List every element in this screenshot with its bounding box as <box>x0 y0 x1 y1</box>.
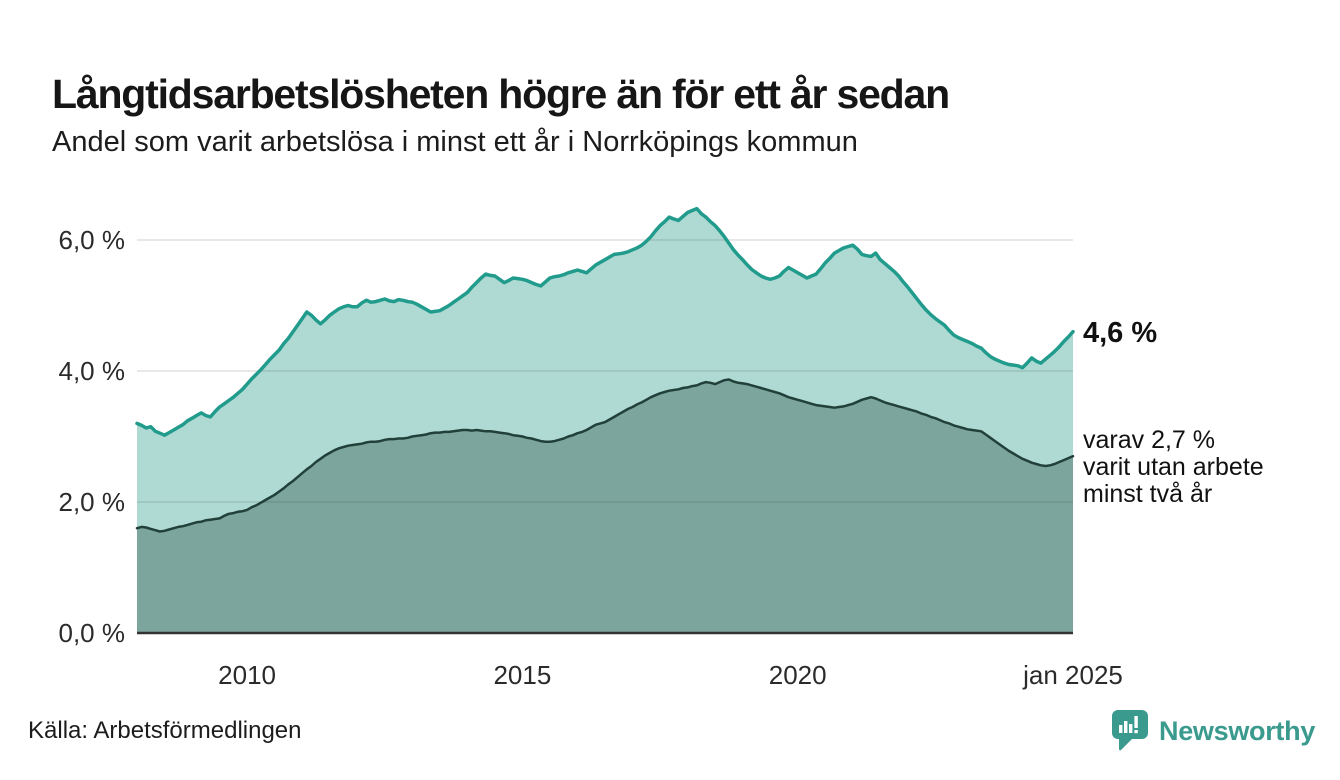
page-subtitle: Andel som varit arbetslösa i minst ett å… <box>52 126 858 158</box>
x-tick-label: 2020 <box>768 660 827 690</box>
y-tick-label: 6,0 % <box>58 225 126 255</box>
y-tick-label: 0,0 % <box>58 618 126 648</box>
subset-label-line-1: varav 2,7 % <box>1083 426 1216 454</box>
y-tick-label: 4,0 % <box>58 356 126 386</box>
x-tick-label: 2010 <box>218 660 277 690</box>
x-tick-label: 2015 <box>493 660 552 690</box>
logo-bar-2 <box>1124 721 1128 733</box>
newsworthy-logo[interactable]: Newsworthy <box>1112 710 1315 752</box>
logo-bar-1 <box>1119 725 1123 733</box>
y-tick-label: 2,0 % <box>58 487 126 517</box>
series-line-utan-arbete-minst-tva-ar <box>135 378 1075 533</box>
logo-bar-3 <box>1129 724 1133 733</box>
end-value-label-subset: varav 2,7 % varit utan arbete minst två … <box>1083 427 1264 508</box>
x-tick-label: jan 2025 <box>1023 660 1123 690</box>
end-value-label-total: 4,6 % <box>1083 317 1158 349</box>
logo-exclamation-dot <box>1134 730 1138 734</box>
series-line-arbetslosa-minst-ett-ar <box>135 206 1075 437</box>
subset-label-line-3: minst två år <box>1083 480 1213 508</box>
page-title: Långtidsarbetslösheten högre än för ett … <box>52 71 950 118</box>
source-note: Källa: Arbetsförmedlingen <box>28 717 302 744</box>
newsworthy-wordmark: Newsworthy <box>1159 716 1316 746</box>
newsworthy-bubble-icon <box>1112 710 1148 751</box>
logo-exclamation-bar <box>1134 716 1138 728</box>
subset-label-line-2: varit utan arbete <box>1083 453 1264 481</box>
